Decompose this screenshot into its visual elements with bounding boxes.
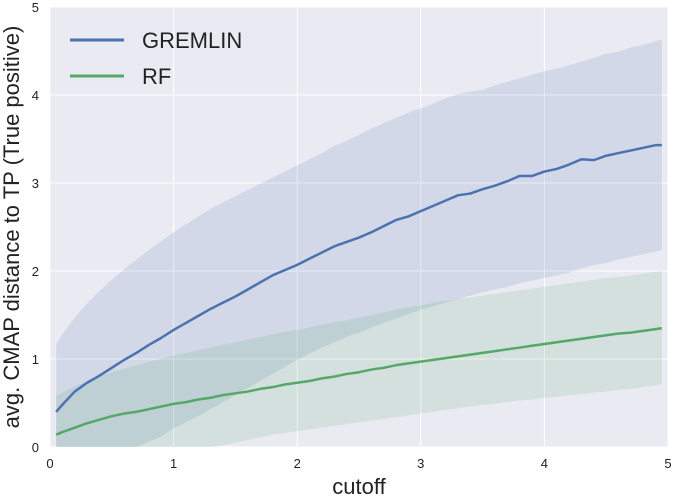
x-axis-label: cutoff <box>332 474 386 497</box>
x-tick-label: 4 <box>541 456 548 471</box>
plot-background <box>50 7 668 447</box>
grid-lines <box>49 6 669 448</box>
line-rf <box>55 326 662 436</box>
legend-label-gremlin: GREMLIN <box>142 28 242 53</box>
y-tick-label: 4 <box>32 88 39 103</box>
x-tick-label: 3 <box>417 456 424 471</box>
legend-label-rf: RF <box>142 64 171 89</box>
y-tick-label: 5 <box>32 0 39 15</box>
x-tick-label: 2 <box>294 456 301 471</box>
y-tick-label: 0 <box>32 440 39 455</box>
band-rf <box>56 271 662 447</box>
y-tick-label: 2 <box>32 264 39 279</box>
y-tick-label: 1 <box>32 352 39 367</box>
x-tick-label: 5 <box>664 456 671 471</box>
band-gremlin <box>56 39 662 448</box>
confidence-bands <box>56 39 662 448</box>
y-axis-label: avg. CMAP distance to TP (True positive) <box>0 26 24 429</box>
tick-labels: 0 1 2 3 4 5 0 1 2 3 4 5 <box>32 0 672 471</box>
y-tick-label: 3 <box>32 176 39 191</box>
legend: GREMLIN RF <box>70 28 242 89</box>
x-tick-label: 1 <box>170 456 177 471</box>
line-gremlin <box>55 143 662 413</box>
x-tick-label: 0 <box>46 456 53 471</box>
series-lines <box>55 143 662 436</box>
